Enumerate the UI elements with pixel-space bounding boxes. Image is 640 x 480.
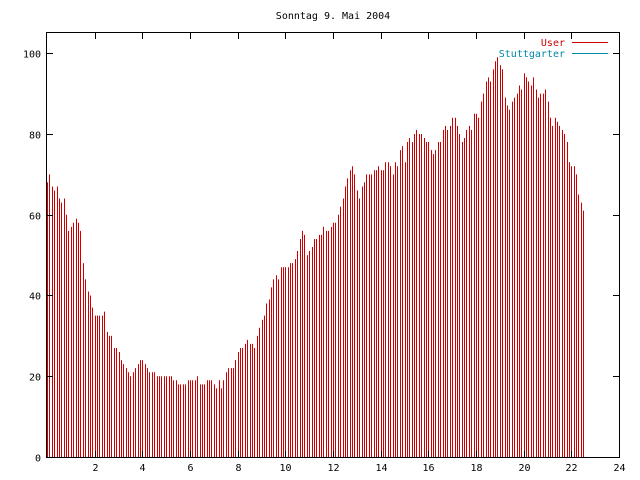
x-tick-label: 22	[565, 463, 577, 474]
legend: User Stuttgarter	[499, 38, 608, 60]
x-tick-label: 12	[327, 463, 339, 474]
y-tick-label: 60	[29, 212, 41, 223]
x-tick-label: 16	[422, 463, 434, 474]
legend-label-user: User	[541, 38, 565, 49]
x-tick-label: 14	[375, 463, 387, 474]
x-tick-label: 6	[187, 463, 193, 474]
y-tick-label: 80	[29, 131, 41, 142]
chart-title: Sonntag 9. Mai 2004	[276, 11, 390, 22]
plot-frame	[46, 32, 620, 458]
x-tick-label: 2	[92, 463, 98, 474]
y-axis: 0 20 40 60 80 100	[23, 50, 619, 465]
x-axis: 2 4 6 8 10 12 14 16 18 20 22 24	[92, 33, 626, 474]
legend-label-stuttgarter: Stuttgarter	[499, 49, 565, 60]
x-tick-label: 20	[518, 463, 530, 474]
x-tick-label: 10	[279, 463, 291, 474]
x-tick-label: 18	[470, 463, 482, 474]
y-tick-label: 20	[29, 373, 41, 384]
y-tick-label: 0	[35, 454, 41, 465]
user-bars	[47, 57, 584, 457]
y-tick-label: 100	[23, 50, 41, 61]
x-tick-label: 8	[235, 463, 241, 474]
y-tick-label: 40	[29, 292, 41, 303]
x-tick-label: 4	[139, 463, 145, 474]
x-tick-label: 24	[613, 463, 625, 474]
